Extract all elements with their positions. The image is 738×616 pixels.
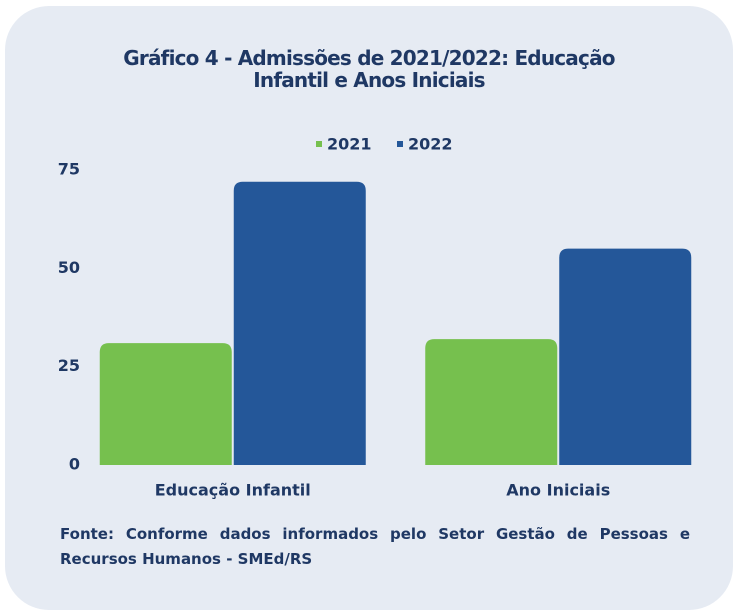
source-note: Fonte: Conforme dados informados pelo Se… bbox=[60, 525, 690, 568]
bar bbox=[99, 343, 232, 465]
y-tick-label: 75 bbox=[58, 160, 80, 179]
bar bbox=[425, 339, 558, 465]
y-tick-label: 25 bbox=[58, 356, 80, 375]
legend-swatch bbox=[316, 141, 322, 147]
chart-title: Gráfico 4 - Admissões de 2021/2022: Educ… bbox=[123, 46, 615, 92]
x-tick-label: Educação Infantil bbox=[155, 481, 311, 500]
legend-swatch bbox=[397, 141, 403, 147]
legend-label: 2021 bbox=[327, 135, 372, 154]
y-tick-label: 0 bbox=[69, 455, 80, 474]
bar bbox=[233, 181, 366, 466]
x-tick-label: Ano Iniciais bbox=[506, 481, 610, 500]
bar bbox=[559, 248, 692, 465]
y-tick-label: 50 bbox=[58, 258, 80, 277]
legend-label: 2022 bbox=[408, 135, 453, 154]
